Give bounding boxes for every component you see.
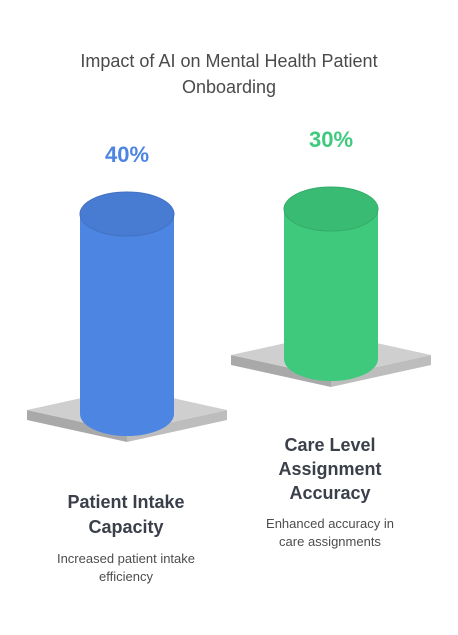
category-label-patient-intake-line-1: Patient Intake <box>67 492 185 512</box>
base-slab-right-care-level <box>331 355 431 387</box>
bar-top-care-level <box>283 186 379 232</box>
category-label-care-level-line-3: Accuracy <box>289 483 371 503</box>
category-label-care-level-line-2: Assignment <box>278 459 382 479</box>
description-care-level-line-1: Enhanced accuracy in <box>266 516 394 531</box>
bar-care-level <box>231 186 431 387</box>
base-slab-left-patient-intake <box>27 410 127 442</box>
base-slab-left-care-level <box>231 355 331 387</box>
bar-top-patient-intake <box>79 191 175 237</box>
chart-title-line-1: Impact of AI on Mental Health Patient <box>80 51 378 71</box>
description-care-level-line-2: care assignments <box>279 534 381 549</box>
chart-title-line-2: Onboarding <box>181 77 277 97</box>
value-label-care-level: 30% <box>308 127 354 152</box>
bar-patient-intake <box>27 191 227 442</box>
value-label-patient-intake: 40% <box>104 142 150 167</box>
base-slab-right-patient-intake <box>127 410 227 442</box>
description-patient-intake-line-2: efficiency <box>99 569 153 584</box>
description-patient-intake-line-1: Increased patient intake <box>56 551 196 566</box>
category-label-patient-intake-line-2: Capacity <box>88 517 164 537</box>
category-label-care-level-line-1: Care Level <box>284 435 376 455</box>
bar-body-care-level <box>284 209 378 381</box>
bar-body-patient-intake <box>80 214 174 436</box>
